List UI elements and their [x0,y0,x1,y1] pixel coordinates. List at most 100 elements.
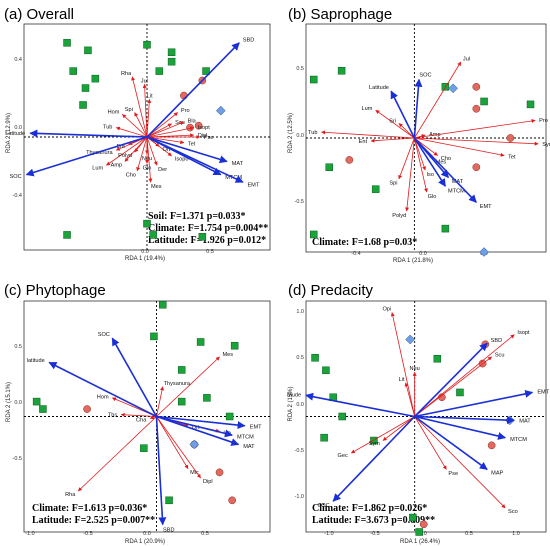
x-tick: 0.5 [201,531,209,537]
y-tick: 1.0 [296,309,304,315]
species-arrow [321,130,415,139]
plot-area: JulLumTubSriSpiPolydGloChoAmpEntIsoProSy… [305,23,550,257]
site-square [79,101,87,109]
species-arrow [398,137,415,180]
env-label: EMT [537,389,549,395]
species-arrow [375,109,415,139]
species-arrow [156,386,164,417]
species-arrow [131,76,148,138]
site-square [225,412,234,421]
site-square [526,100,535,109]
env-arrow [29,129,148,138]
panel-saprophage: (b) Saprophage RDA 1 (21.8%) RDA 2 (12.5… [288,6,488,264]
env-arrow [25,136,148,177]
species-arrow [156,356,220,417]
species-label: Mic [190,470,199,476]
site-square [91,74,100,83]
site-square [311,354,319,362]
species-label: Sym [542,142,550,148]
species-label: Lit [147,93,153,99]
stat-line: Climate: F=1.613 p=0.036* [32,503,147,514]
site-square [309,230,318,239]
species-arrow [142,83,148,138]
env-arrow [156,415,233,438]
env-label: EMT [480,204,492,210]
species-label: Polyd [118,153,132,159]
species-arrow [115,126,148,138]
site-square [167,48,176,56]
species-label: Sco [508,509,518,515]
species-label: Amp [111,162,123,168]
site-circle [419,520,428,529]
species-arrow [414,118,536,139]
site-diamond [479,247,489,257]
site-square [140,444,148,452]
site-square [309,75,318,84]
panel-phytophage: (c) Phytophage RDA 1 (20.9%) RDA 2 (15.1… [4,282,209,545]
site-square [370,436,378,445]
y-tick: 0.0 [14,125,22,131]
site-square [338,412,346,421]
site-square [230,341,239,350]
site-square [39,405,47,413]
env-arrow [146,136,244,183]
species-label: Isopo [175,156,189,162]
species-arrow [77,416,157,492]
species-label: Tub [308,130,317,136]
species-arrow [146,136,153,183]
env-arrow [414,415,516,425]
species-label: Rha [121,71,132,77]
panel-predacity: (d) Predacity RDA 1 (26.4%) RDA 2 (15%) … [288,282,520,545]
species-arrow [414,416,506,509]
site-square [415,528,423,536]
species-label: Pro [181,108,190,114]
species-label: Cha [136,417,147,423]
env-label: Mude [287,392,301,398]
site-square [150,332,158,341]
site-square [167,57,176,66]
site-square [159,300,167,309]
site-square [320,433,328,442]
site-circle [506,134,515,142]
site-circle [472,163,481,172]
species-label: Iso [427,172,434,178]
stat-line: Latitude: F=1.926 p=0.012* [148,235,266,246]
species-label: Gec [338,453,348,459]
species-label: Mes [436,159,447,165]
species-label: Der [158,167,167,173]
env-label: SOC [98,332,110,338]
species-label: Mes [151,184,162,190]
species-label: Ort [192,425,200,431]
panel-title: (b) Saprophage [288,6,392,23]
species-label: Hom [108,110,120,116]
site-square [143,40,151,49]
env-arrow [390,90,416,139]
site-square [63,39,71,47]
site-square [69,67,77,75]
species-arrow [398,123,415,139]
site-square [196,338,205,346]
species-arrow [134,112,148,138]
site-circle [180,91,188,100]
species-label: Pse [448,471,458,477]
env-label: MAT [243,444,255,450]
species-arrow [136,136,148,172]
site-square [84,46,92,55]
site-square [480,97,488,106]
env-label: EMT [250,424,262,430]
species-label: Mes [222,352,233,358]
species-label: Thysanura [164,381,191,387]
x-tick: 0.0 [419,251,427,257]
species-arrow [414,137,426,171]
env-label: MTCM [237,434,254,440]
x-tick: 0.0 [419,531,427,537]
y-tick: -0.5 [295,199,304,205]
env-arrow [414,415,507,440]
species-arrow [120,412,157,417]
env-arrow [332,415,416,502]
env-arrow [305,392,415,418]
species-label: Pro [539,118,548,124]
site-circle [194,121,203,130]
species-label: Spi [389,181,397,187]
y-tick: 0.5 [296,355,304,361]
